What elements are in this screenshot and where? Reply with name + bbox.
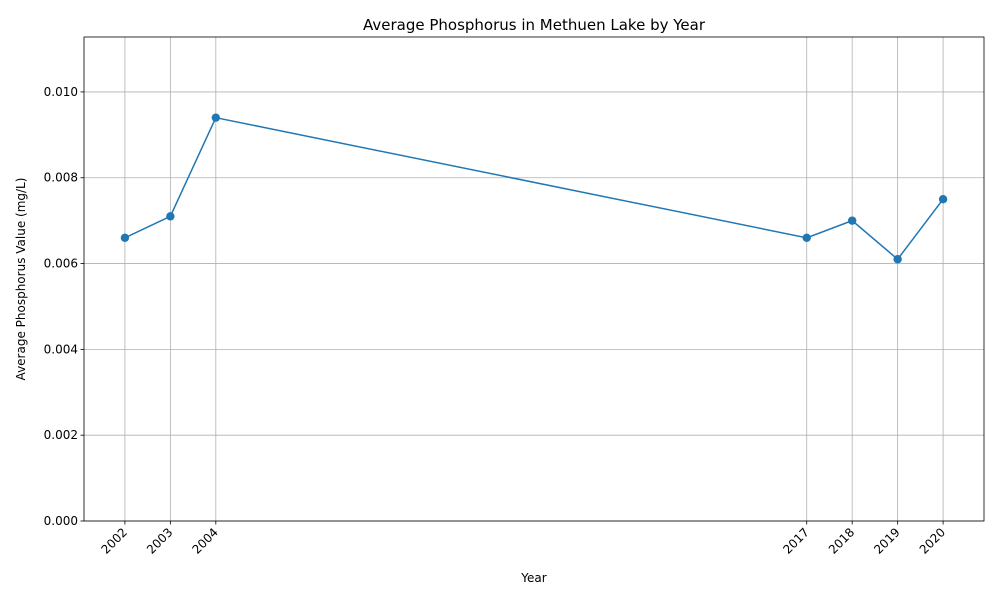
y-tick-label: 0.008 <box>44 171 78 185</box>
y-tick-label: 0.000 <box>44 514 78 528</box>
ticks: 0.000 0.002 0.004 0.006 0.008 0.010 2002 2003 20… <box>44 85 949 557</box>
data-point <box>166 212 175 221</box>
series-layer <box>120 113 948 264</box>
y-tick-label: 0.002 <box>44 428 78 442</box>
data-point <box>802 233 811 243</box>
data-point <box>847 216 857 225</box>
data-point <box>938 194 948 204</box>
x-tick-label: 2004 <box>189 525 220 556</box>
x-tick-label: 2003 <box>144 525 175 556</box>
axes <box>83 36 985 522</box>
y-tick-label: 0.010 <box>44 85 78 99</box>
data-point <box>893 255 902 264</box>
data-point <box>120 233 130 243</box>
x-tick-label: 2020 <box>917 525 948 556</box>
data-point <box>211 113 221 122</box>
x-axis-label: Year <box>520 571 546 585</box>
chart-title: Average Phosphorus in Methuen Lake by Ye… <box>363 16 706 34</box>
plot-frame <box>83 36 985 522</box>
y-axis-label: Average Phosphorus Value (mg/L) <box>14 178 28 381</box>
series-line <box>124 116 944 261</box>
y-tick-label: 0.006 <box>44 257 78 271</box>
x-tick-label: 2017 <box>780 525 811 556</box>
x-tick-label: 2019 <box>871 525 902 556</box>
x-tick-label: 2002 <box>99 525 130 556</box>
x-tick-label: 2018 <box>826 525 857 556</box>
grid <box>84 37 984 522</box>
y-tick-label: 0.004 <box>44 342 78 356</box>
